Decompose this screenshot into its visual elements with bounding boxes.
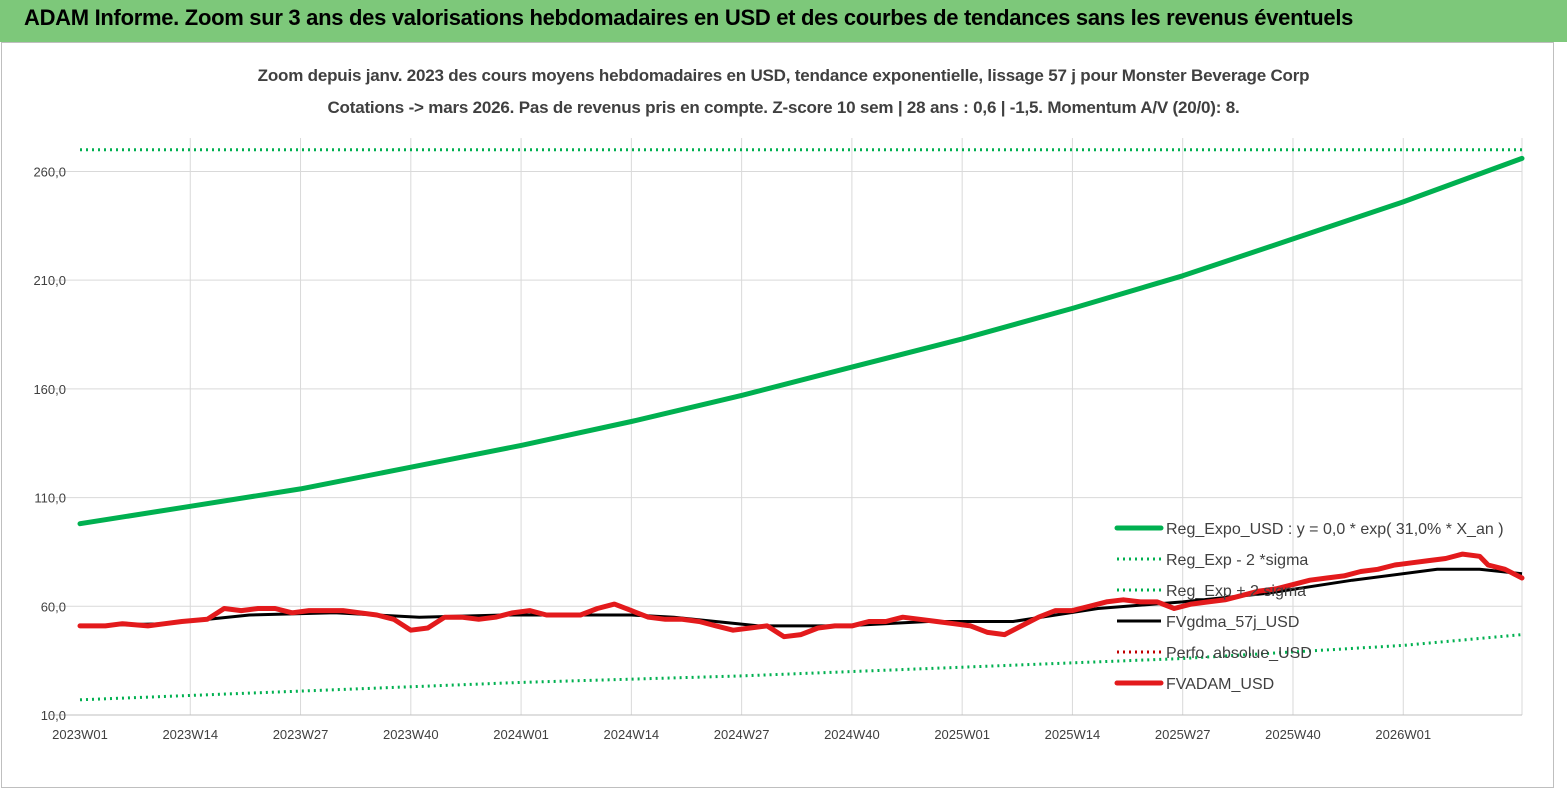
y-tick-label: 60,0 (41, 599, 66, 614)
y-tick-label: 110,0 (34, 491, 66, 506)
y-tick-label: 160,0 (33, 382, 66, 397)
series-layer (77, 148, 1525, 702)
x-tick-label: 2024W01 (493, 727, 549, 742)
grid-layer (50, 138, 1523, 715)
x-tick-label: 2024W40 (824, 727, 880, 742)
legend-label-1: Reg_Exp - 2 *sigma (1166, 552, 1308, 569)
report-banner (0, 0, 1567, 42)
legend-layer: Reg_Expo_USD : y = 0,0 * exp( 31,0% * X_… (1114, 521, 1504, 693)
x-tick-label: 2024W27 (714, 727, 770, 742)
legend-label-2: Reg_Exp + 2 sigma (1166, 583, 1306, 600)
x-tick-label: 2025W27 (1155, 727, 1211, 742)
y-tick-label: 210,0 (33, 273, 66, 288)
legend-label-4: Perfo. absolue_USD (1166, 645, 1312, 662)
series-line-5 (77, 551, 1525, 640)
series-line-0 (77, 155, 1525, 527)
x-tick-label: 2024W14 (604, 727, 660, 742)
x-tick-label: 2025W40 (1265, 727, 1321, 742)
chart-frame (1, 42, 1554, 788)
x-tick-label: 2025W14 (1045, 727, 1101, 742)
x-tick-label: 2023W14 (162, 727, 218, 742)
x-tick-label: 2023W01 (52, 727, 108, 742)
x-tick-label: 2025W01 (934, 727, 990, 742)
x-tick-label: 2023W27 (273, 727, 329, 742)
legend-label-3: FVgdma_57j_USD (1166, 614, 1299, 631)
report-banner-title: ADAM Informe. Zoom sur 3 ans des valoris… (24, 5, 1354, 30)
axis-layer: 10,0 60,0 110,0 160,0 210,0 260,0 2023W01 2023W… (33, 164, 1522, 742)
y-tick-label: 10,0 (41, 708, 66, 723)
y-tick-label: 260,0 (33, 164, 66, 179)
x-tick-label: 2023W40 (383, 727, 439, 742)
legend-label-5: FVADAM_USD (1166, 676, 1274, 693)
chart-title-line-1: Zoom depuis janv. 2023 des cours moyens … (257, 66, 1310, 85)
legend-label-0: Reg_Expo_USD : y = 0,0 * exp( 31,0% * X_… (1166, 521, 1504, 538)
x-tick-label: 2026W01 (1375, 727, 1431, 742)
chart-title-line-2: Cotations -> mars 2026. Pas de revenus p… (327, 98, 1240, 117)
